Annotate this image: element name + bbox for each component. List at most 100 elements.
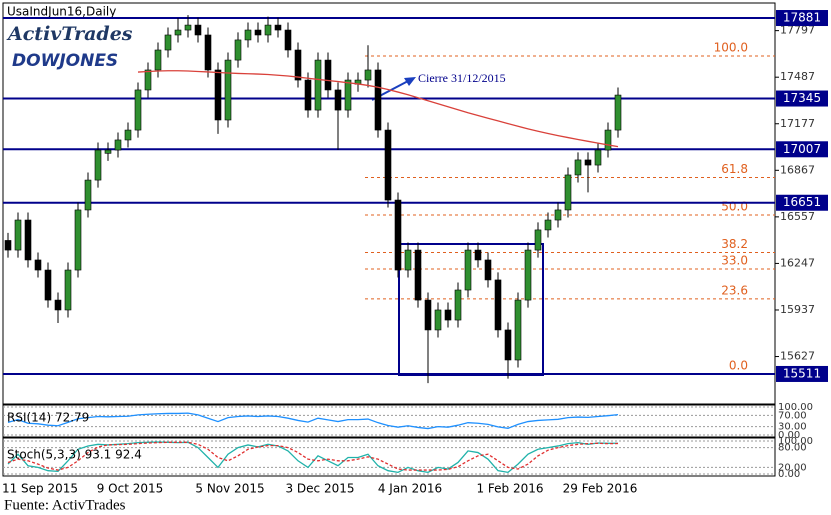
level-label: 16651 [783,195,821,209]
candle-body [64,269,72,311]
candle-body [214,69,222,121]
level-tag [776,194,828,211]
y-tick-label: 16557 [780,210,815,223]
candle-body [564,174,572,211]
candle-body [14,219,22,251]
rsi-line [7,412,619,430]
candle-body [454,289,462,321]
candle-body [594,149,602,166]
candle-body [134,89,142,131]
candle-body [474,249,482,261]
level-tag [776,141,828,158]
fib-label: 38.2 [721,237,748,251]
candle-body [144,69,152,91]
candle-body [124,129,132,141]
stoch-title: Stoch(5,3,3) 93.1 92.4 [7,448,142,462]
candle-body [294,49,302,81]
candle-body [514,299,522,361]
x-tick-label: 11 Sep 2015 [2,482,78,496]
y-tick-label: 100.00 [778,402,813,413]
candle-body [604,129,612,151]
candle-body [184,24,192,31]
candle-body [544,219,552,231]
y-tick-label: 80.00 [778,443,807,454]
y-tick-label: 15627 [780,350,815,363]
candle-body [44,269,52,301]
candle-body [114,139,122,151]
fib-label: 0.0 [729,358,748,372]
level-tag [776,90,828,107]
candle-body [34,259,42,271]
candle-body [164,34,172,51]
y-tick-label: 15937 [780,303,815,316]
candle-body [504,329,512,361]
candle-body [264,24,272,36]
candle-body [104,149,112,154]
candle-body [404,249,412,271]
moving-average [137,70,619,148]
fib-label: 50.0 [721,199,748,213]
rsi-title: RSI(14) 72.79 [7,411,89,425]
candle-body [254,29,262,36]
candle-body [334,89,342,111]
candle-body [424,299,432,331]
candle-body [304,79,312,111]
level-label: 17007 [783,142,821,156]
fib-label: 100.0 [714,41,748,55]
candle-body [54,299,62,311]
stoch-line [7,441,619,471]
x-tick-label: 9 Oct 2015 [97,482,164,496]
candle-body [364,69,372,81]
candle-body [374,69,382,131]
candle-body [344,79,352,111]
candle-body [274,24,282,31]
annotation: Cierre 31/12/2015 [418,71,506,85]
y-tick-label: 0.00 [778,469,800,480]
level-label: 17345 [783,91,821,105]
candle-body [24,219,32,261]
candle-body [314,59,322,111]
fib-label: 61.8 [721,162,748,176]
candle-body [394,199,402,271]
candle-body [224,59,232,121]
logo-index: DOWJONES [12,51,118,71]
candle-body [84,179,92,211]
y-tick-label: 100.00 [778,436,813,447]
y-tick-label: 30.00 [778,422,807,433]
candle-body [174,29,182,36]
y-tick-label: 17177 [780,117,815,130]
candle-body [614,94,622,131]
candle-body [584,159,592,166]
y-tick-label: 0.00 [778,430,800,441]
fib-label: 23.6 [721,283,748,297]
y-tick-label: 16247 [780,256,815,269]
range-box [398,243,544,376]
level-label: 17881 [783,11,821,25]
level-tag [776,365,828,382]
candle-body [444,309,452,321]
plot: 17797 17487 17177 16867 16557 16247 15937 15627… [2,10,828,496]
y-tick-label: 17487 [780,70,815,83]
x-tick-label: 4 Jan 2016 [378,482,442,496]
level-label: 15511 [783,366,821,380]
stoch-panel [2,437,776,477]
candle-body [484,259,492,281]
candle-body [234,39,242,61]
fib-label: 33.0 [721,254,748,268]
candle-body [414,249,422,301]
chart-title: UsaIndJun16,Daily [7,5,116,19]
candle-body [534,229,542,251]
source: Fuente: ActivTrades [4,497,126,513]
candle-body [284,29,292,51]
candle-body [204,34,212,71]
y-tick-label: 16867 [780,163,815,176]
candle-body [94,149,102,181]
candle-body [244,29,252,41]
candle-body [464,249,472,291]
x-tick-label: 3 Dec 2015 [285,482,354,496]
candle-body [434,309,442,331]
y-tick-label: 17797 [780,24,815,37]
arrow-head [404,77,416,86]
y-tick-label: 20.00 [778,462,807,473]
